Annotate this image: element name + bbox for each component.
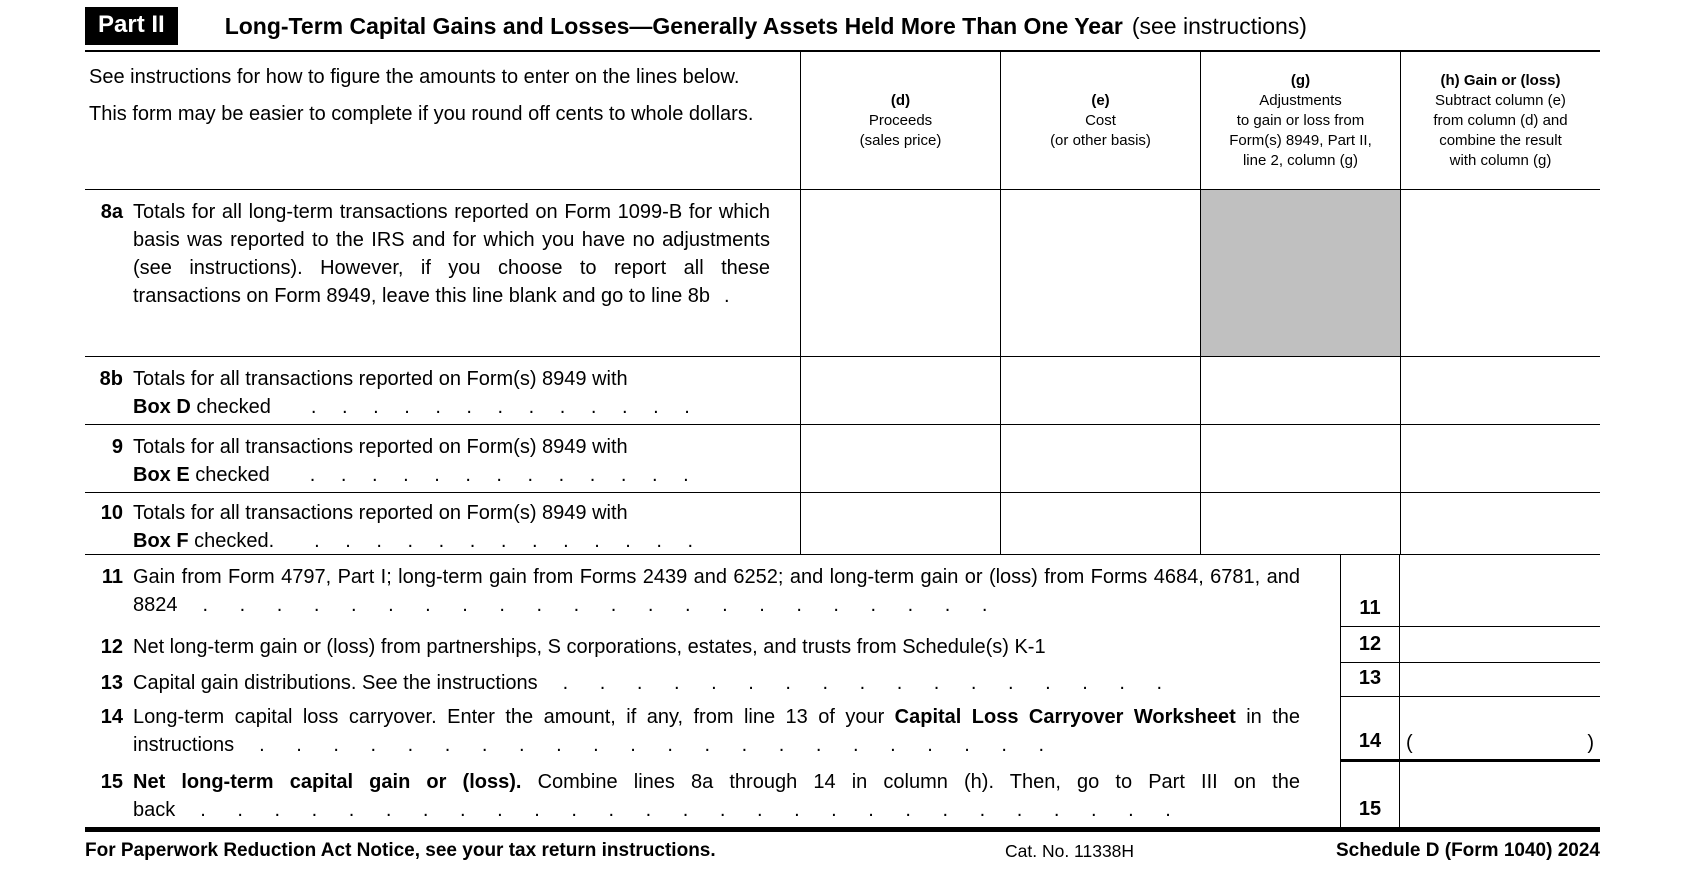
line-15-description: 15 Net long-term capital gain or (loss).… — [85, 762, 1340, 827]
line-13-box-number: 13 — [1340, 663, 1400, 697]
line-15-text: Net long-term capital gain or (loss). Co… — [133, 771, 1300, 821]
amount-box-12[interactable] — [1400, 627, 1600, 663]
line-number-14: 14 — [100, 706, 123, 728]
line-14-text: Long-term capital loss carryover. Enter … — [133, 706, 1301, 756]
open-paren: ( — [1406, 732, 1413, 754]
line-12-description: 12 Net long-term gain or (loss) from par… — [85, 627, 1340, 663]
form-id-footer: Schedule D (Form 1040) 2024 — [1336, 840, 1600, 861]
line-number-8b: 8b — [99, 368, 123, 390]
line-number-15: 15 — [100, 771, 123, 793]
cell-8b-col-h[interactable] — [1400, 357, 1600, 425]
totals-table: See instructions for how to figure the a… — [85, 50, 1600, 555]
line-14-box-number: 14 — [1340, 697, 1400, 762]
close-paren: ) — [1587, 732, 1594, 754]
line-12-text: Net long-term gain or (loss) from partne… — [133, 636, 1046, 658]
cell-9-col-e[interactable] — [1000, 425, 1200, 493]
cell-8b-col-g[interactable] — [1200, 357, 1400, 425]
section-title-suffix: (see instructions) — [1131, 13, 1307, 39]
schedule-d-part2-page: Part II Long-Term Capital Gains and Loss… — [85, 6, 1600, 862]
part-ii-header: Part II Long-Term Capital Gains and Loss… — [85, 6, 1600, 46]
cell-10-col-d[interactable] — [800, 493, 1000, 555]
line-11-description: 11 Gain from Form 4797, Part I; long-ter… — [85, 555, 1340, 627]
dot-leader: . . . . . . . . . . . . . . . . . . . . … — [200, 799, 1171, 821]
cell-9-col-g[interactable] — [1200, 425, 1400, 493]
line-15-box-number: 15 — [1340, 762, 1400, 827]
column-header-d: (d) Proceeds (sales price) — [800, 52, 1000, 190]
cell-9-col-d[interactable] — [800, 425, 1000, 493]
amount-box-15[interactable] — [1400, 762, 1600, 827]
cell-8a-col-d[interactable] — [800, 190, 1000, 357]
dot-leader: . . . . . . . . . . . . . . . . . — [562, 672, 1163, 694]
column-header-e: (e) Cost (or other basis) — [1000, 52, 1200, 190]
amount-box-13[interactable] — [1400, 663, 1600, 697]
column-header-h: (h) Gain or (loss) Subtract column (e) f… — [1400, 52, 1600, 190]
instructions-line-2: This form may be easier to complete if y… — [89, 103, 754, 125]
cell-9-col-h[interactable] — [1400, 425, 1600, 493]
part-label-badge: Part II — [85, 7, 178, 45]
line-11-text: Gain from Form 4797, Part I; long-term g… — [133, 566, 1300, 616]
line-number-11: 11 — [101, 566, 123, 588]
line-number-8a: 8a — [100, 201, 123, 223]
cell-10-col-e[interactable] — [1000, 493, 1200, 555]
line-number-10: 10 — [100, 502, 123, 524]
bottom-rule — [85, 827, 1600, 832]
dot-leader: . . . . . . . . . . . . . . . . . . . . … — [259, 734, 1045, 756]
amount-box-11[interactable] — [1400, 555, 1600, 627]
table-instructions: See instructions for how to figure the a… — [85, 52, 800, 190]
row-10-description: 10 Totals for all transactions reported … — [85, 493, 800, 555]
amount-box-14[interactable]: ( ) — [1400, 697, 1600, 762]
paperwork-notice: For Paperwork Reduction Act Notice, see … — [85, 840, 716, 861]
row-8b-description: 8b Totals for all transactions reported … — [85, 357, 800, 425]
dot-leader: . . . . . . . . . . . . . — [314, 530, 694, 552]
line-13-text: Capital gain distributions. See the inst… — [133, 672, 1163, 694]
row-8b-text: Totals for all transactions reported on … — [133, 368, 690, 418]
dot-leader: . — [724, 285, 730, 307]
line-12-box-number: 12 — [1340, 627, 1400, 663]
line-number-12: 12 — [100, 636, 123, 658]
line-13-description: 13 Capital gain distributions. See the i… — [85, 663, 1340, 697]
row-9-description: 9 Totals for all transactions reported o… — [85, 425, 800, 493]
line-11-box-number: 11 — [1340, 555, 1400, 627]
dot-leader: . . . . . . . . . . . . . — [309, 464, 689, 486]
section-title: Long-Term Capital Gains and Losses—Gener… — [224, 13, 1123, 39]
summary-lines: 11 Gain from Form 4797, Part I; long-ter… — [85, 555, 1600, 827]
cell-8a-col-e[interactable] — [1000, 190, 1200, 357]
page-footer: For Paperwork Reduction Act Notice, see … — [85, 840, 1600, 862]
line-14-description: 14 Long-term capital loss carryover. Ent… — [85, 697, 1340, 762]
row-8a-description: 8a Totals for all long-term transactions… — [85, 190, 800, 357]
line-number-9: 9 — [111, 436, 123, 458]
catalog-number: Cat. No. 11338H — [1005, 841, 1135, 861]
dot-leader: . . . . . . . . . . . . . — [310, 396, 690, 418]
dot-leader: . . . . . . . . . . . . . . . . . . . . … — [202, 594, 988, 616]
cell-8a-col-h[interactable] — [1400, 190, 1600, 357]
line-number-13: 13 — [100, 672, 123, 694]
cell-8b-col-d[interactable] — [800, 357, 1000, 425]
cell-8a-col-g — [1200, 190, 1400, 357]
row-9-text: Totals for all transactions reported on … — [133, 436, 689, 486]
cell-8b-col-e[interactable] — [1000, 357, 1200, 425]
column-header-g: (g) Adjustments to gain or loss from For… — [1200, 52, 1400, 190]
cell-10-col-h[interactable] — [1400, 493, 1600, 555]
instructions-line-1: See instructions for how to figure the a… — [89, 66, 740, 88]
cell-10-col-g[interactable] — [1200, 493, 1400, 555]
row-10-text: Totals for all transactions reported on … — [133, 502, 694, 552]
row-8a-text: Totals for all long-term transactions re… — [133, 201, 770, 307]
